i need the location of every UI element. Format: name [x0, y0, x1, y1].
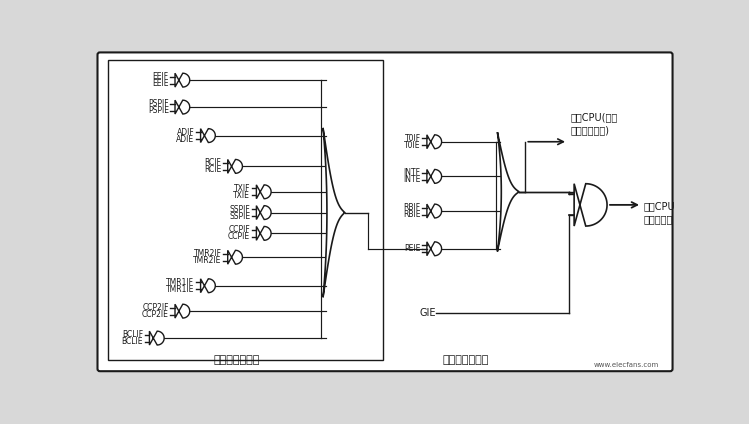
Text: PSPIF: PSPIF	[148, 99, 169, 108]
Text: TMR2IE: TMR2IE	[193, 256, 222, 265]
Text: PEIE: PEIE	[404, 244, 421, 253]
Text: ADIE: ADIE	[176, 134, 195, 144]
Text: ADIF: ADIF	[177, 128, 195, 137]
Text: 唤醒CPU(如果
处于睡眠模式): 唤醒CPU(如果 处于睡眠模式)	[570, 112, 617, 136]
Text: TMR2IF: TMR2IF	[193, 249, 222, 258]
Polygon shape	[175, 73, 189, 87]
Polygon shape	[427, 170, 442, 183]
Text: TMR1IF: TMR1IF	[166, 278, 195, 287]
Text: CCP2IF: CCP2IF	[142, 303, 169, 312]
Polygon shape	[427, 204, 442, 218]
Text: EEIF: EEIF	[153, 72, 169, 81]
Polygon shape	[256, 226, 271, 240]
FancyBboxPatch shape	[97, 53, 673, 371]
Text: 中断源第二梯队: 中断源第二梯队	[213, 355, 260, 365]
Text: BCLIF: BCLIF	[122, 330, 143, 339]
Polygon shape	[323, 128, 345, 297]
Text: SSPIE: SSPIE	[229, 212, 250, 220]
Text: T0IE: T0IE	[404, 141, 421, 150]
Bar	[108, 60, 383, 360]
Text: CCP2IE: CCP2IE	[142, 310, 169, 319]
Polygon shape	[201, 279, 215, 293]
Text: RBIF: RBIF	[404, 203, 421, 212]
Text: 中断源第一梯队: 中断源第一梯队	[443, 355, 489, 365]
Text: T0IF: T0IF	[404, 134, 421, 143]
Text: BCLIE: BCLIE	[122, 337, 143, 346]
Polygon shape	[149, 331, 164, 345]
Text: PSPIE: PSPIE	[148, 106, 169, 115]
Polygon shape	[427, 242, 442, 256]
Text: www.elecfans.com: www.elecfans.com	[594, 362, 659, 368]
Polygon shape	[175, 100, 189, 114]
Text: RCIE: RCIE	[204, 165, 222, 174]
Text: EEIE: EEIE	[152, 79, 169, 88]
Text: INTE: INTE	[403, 176, 421, 184]
Text: CCPIE: CCPIE	[228, 232, 250, 241]
Text: INTF: INTF	[404, 168, 421, 177]
Polygon shape	[256, 185, 271, 199]
Text: TMR1IE: TMR1IE	[166, 285, 195, 294]
Polygon shape	[228, 159, 243, 173]
Polygon shape	[175, 304, 189, 318]
Text: GIE: GIE	[419, 308, 436, 318]
Text: SSPIF: SSPIF	[229, 205, 250, 214]
Text: TXIF: TXIF	[234, 184, 250, 193]
Polygon shape	[201, 128, 215, 142]
Text: TXIE: TXIE	[233, 191, 250, 200]
Text: RCIF: RCIF	[204, 159, 222, 167]
Polygon shape	[228, 250, 243, 264]
Polygon shape	[497, 132, 519, 251]
Text: 中断CPU
当前的程序: 中断CPU 当前的程序	[643, 201, 675, 224]
Text: CCPIF: CCPIF	[228, 226, 250, 234]
Polygon shape	[574, 184, 607, 226]
Text: RBIE: RBIE	[403, 210, 421, 219]
Polygon shape	[256, 206, 271, 220]
Polygon shape	[427, 135, 442, 149]
